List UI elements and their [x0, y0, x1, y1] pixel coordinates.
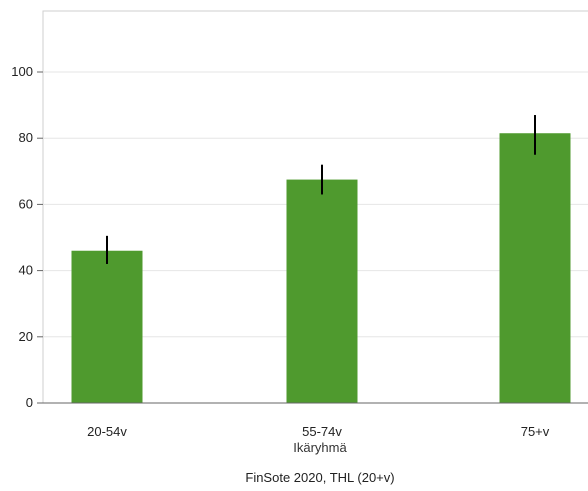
- x-category-label: 75+v: [521, 424, 550, 439]
- x-axis-title: Ikäryhmä: [293, 440, 347, 455]
- error-bars: [106, 115, 536, 264]
- source-note: FinSote 2020, THL (20+v): [245, 470, 394, 485]
- y-axis-ticks: 0 20 40 60 80 100: [11, 64, 43, 410]
- x-category-label: 20-54v: [87, 424, 127, 439]
- y-tick-label: 80: [19, 130, 33, 145]
- y-tick-label: 100: [11, 64, 33, 79]
- y-tick-label: 0: [26, 395, 33, 410]
- bar-55-74v: [286, 179, 358, 403]
- bar-20-54v: [71, 250, 143, 403]
- y-tick-label: 40: [19, 263, 33, 278]
- y-tick-label: 60: [19, 196, 33, 211]
- bar-75+v: [499, 133, 571, 404]
- x-category-label: 55-74v: [302, 424, 342, 439]
- bars: [71, 133, 571, 404]
- y-tick-label: 20: [19, 329, 33, 344]
- x-axis-labels: 20-54v 55-74v 75+v: [87, 424, 550, 439]
